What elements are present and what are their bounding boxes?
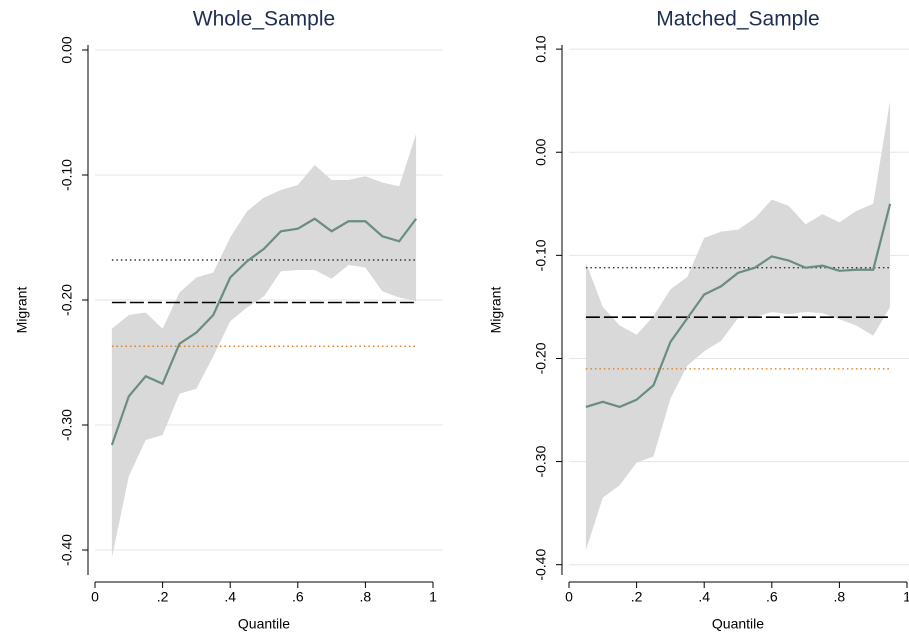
estimate-line <box>585 203 892 409</box>
y-tick-label: -0.30 <box>59 409 75 441</box>
y-tick-label: 0.00 <box>59 36 75 63</box>
x-tick-label: .2 <box>631 589 643 605</box>
estimate-line <box>110 217 417 446</box>
y-axis-title: Migrant <box>488 287 504 334</box>
x-tick-label: .4 <box>224 589 236 605</box>
y-tick-label: -0.20 <box>59 284 75 316</box>
x-tick-label: .6 <box>292 589 304 605</box>
x-tick-label: .2 <box>157 589 169 605</box>
x-tick-label: 1 <box>903 589 909 605</box>
x-tick-label: .6 <box>766 589 778 605</box>
x-tick-label: 1 <box>429 589 437 605</box>
x-tick-label: .4 <box>698 589 710 605</box>
x-axis-title: Quantile <box>238 616 290 632</box>
y-tick-label: 0.10 <box>533 35 549 62</box>
y-tick-label: -0.40 <box>59 534 75 566</box>
y-axis-title: Migrant <box>14 287 30 334</box>
x-tick-label: 0 <box>565 589 573 605</box>
x-tick-label: .8 <box>360 589 372 605</box>
y-tick-label: -0.20 <box>533 342 549 374</box>
chart-title: Matched_Sample <box>656 8 819 31</box>
x-axis-title: Quantile <box>712 616 764 632</box>
x-tick-label: 0 <box>91 589 99 605</box>
confidence-band <box>111 133 417 558</box>
y-tick-label: -0.10 <box>59 159 75 191</box>
confidence-band <box>585 100 891 551</box>
y-tick-label: 0.00 <box>533 138 549 165</box>
x-tick-label: .8 <box>834 589 846 605</box>
chart-title: Whole_Sample <box>193 8 335 31</box>
y-tick-label: -0.30 <box>533 445 549 477</box>
y-tick-label: -0.10 <box>533 239 549 271</box>
y-tick-label: -0.40 <box>533 549 549 581</box>
